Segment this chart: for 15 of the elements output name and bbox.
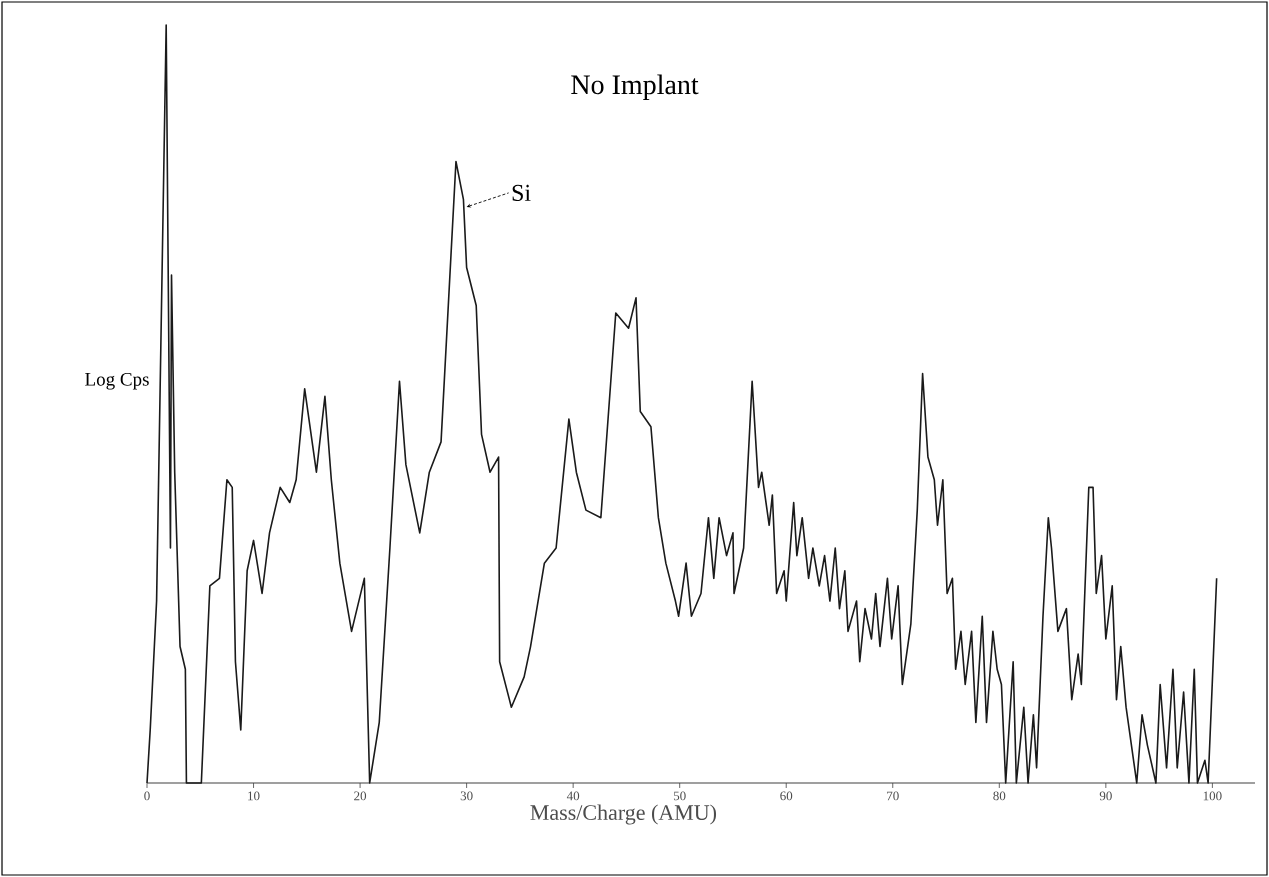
x-tick-label: 90 [1099,791,1112,801]
annotation: Si [512,184,531,201]
x-tick-label: 20 [354,791,367,801]
x-axis-title: Mass/Charge (AMU) [530,804,717,825]
x-tick-label: 40 [566,791,580,801]
x-tick-label: 10 [248,791,260,801]
x-tick-label: 70 [887,791,899,801]
text: No Implant [571,74,699,100]
x-tick-label: 60 [780,791,793,801]
y-axis-title: Log Cps [85,372,149,390]
x-tick-label: 50 [673,791,686,801]
x-tick-label: 30 [460,791,473,801]
x-tick-label: 0 [144,791,150,801]
x-tick-label: 80 [993,791,1006,801]
x-tick-label: 100 [1203,791,1222,801]
